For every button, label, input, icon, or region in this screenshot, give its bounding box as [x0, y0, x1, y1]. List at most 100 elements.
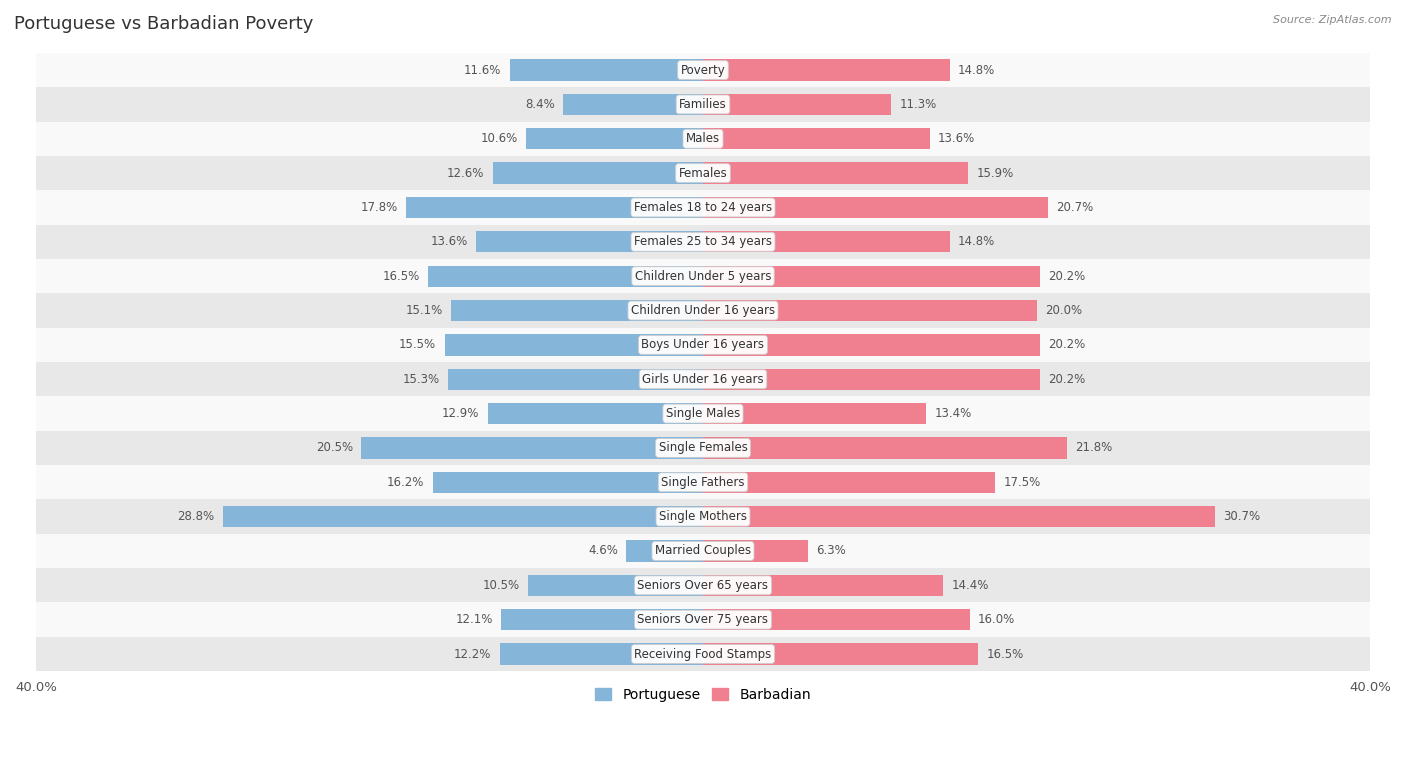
Text: Females 25 to 34 years: Females 25 to 34 years — [634, 235, 772, 249]
Bar — [703, 368, 1040, 390]
Bar — [406, 197, 703, 218]
Text: Boys Under 16 years: Boys Under 16 years — [641, 338, 765, 352]
Text: 28.8%: 28.8% — [177, 510, 214, 523]
Text: 16.0%: 16.0% — [979, 613, 1015, 626]
Text: 16.5%: 16.5% — [987, 647, 1024, 660]
Text: 16.5%: 16.5% — [382, 270, 419, 283]
Text: 20.7%: 20.7% — [1056, 201, 1094, 214]
Bar — [499, 644, 703, 665]
Text: Married Couples: Married Couples — [655, 544, 751, 557]
Bar — [703, 575, 943, 596]
Text: 20.2%: 20.2% — [1049, 373, 1085, 386]
Text: 11.3%: 11.3% — [900, 98, 936, 111]
Bar — [427, 265, 703, 287]
Bar — [501, 609, 703, 631]
Bar — [703, 59, 950, 80]
Bar — [449, 368, 703, 390]
Bar — [527, 575, 703, 596]
Bar — [37, 224, 1369, 259]
Text: 20.2%: 20.2% — [1049, 270, 1085, 283]
Bar — [444, 334, 703, 356]
Text: 14.8%: 14.8% — [957, 235, 995, 249]
Text: 15.3%: 15.3% — [402, 373, 440, 386]
Bar — [37, 603, 1369, 637]
Bar — [433, 471, 703, 493]
Bar — [37, 534, 1369, 568]
Text: 13.4%: 13.4% — [935, 407, 972, 420]
Bar — [37, 121, 1369, 156]
Text: 14.8%: 14.8% — [957, 64, 995, 77]
Text: 15.5%: 15.5% — [399, 338, 436, 352]
Text: Males: Males — [686, 133, 720, 146]
Bar — [37, 53, 1369, 87]
Bar — [562, 94, 703, 115]
Text: Single Females: Single Females — [658, 441, 748, 454]
Text: 15.9%: 15.9% — [977, 167, 1014, 180]
Text: 6.3%: 6.3% — [817, 544, 846, 557]
Bar — [222, 506, 703, 528]
Text: 8.4%: 8.4% — [524, 98, 554, 111]
Text: Source: ZipAtlas.com: Source: ZipAtlas.com — [1274, 15, 1392, 25]
Text: 12.6%: 12.6% — [447, 167, 485, 180]
Bar — [37, 259, 1369, 293]
Bar — [703, 437, 1067, 459]
Bar — [37, 293, 1369, 327]
Bar — [494, 162, 703, 183]
Bar — [37, 465, 1369, 500]
Text: 20.0%: 20.0% — [1045, 304, 1083, 317]
Bar — [703, 94, 891, 115]
Bar — [703, 128, 929, 149]
Text: 20.2%: 20.2% — [1049, 338, 1085, 352]
Bar — [703, 471, 995, 493]
Bar — [526, 128, 703, 149]
Bar — [37, 637, 1369, 671]
Text: 17.5%: 17.5% — [1002, 476, 1040, 489]
Text: 20.5%: 20.5% — [316, 441, 353, 454]
Text: Poverty: Poverty — [681, 64, 725, 77]
Bar — [703, 162, 969, 183]
Text: 12.1%: 12.1% — [456, 613, 494, 626]
Text: Single Fathers: Single Fathers — [661, 476, 745, 489]
Text: Children Under 5 years: Children Under 5 years — [634, 270, 772, 283]
Text: Females: Females — [679, 167, 727, 180]
Text: Portuguese vs Barbadian Poverty: Portuguese vs Barbadian Poverty — [14, 15, 314, 33]
Text: Receiving Food Stamps: Receiving Food Stamps — [634, 647, 772, 660]
Legend: Portuguese, Barbadian: Portuguese, Barbadian — [589, 682, 817, 707]
Text: Children Under 16 years: Children Under 16 years — [631, 304, 775, 317]
Text: Seniors Over 75 years: Seniors Over 75 years — [637, 613, 769, 626]
Bar — [37, 327, 1369, 362]
Text: 13.6%: 13.6% — [430, 235, 468, 249]
Text: 4.6%: 4.6% — [588, 544, 619, 557]
Text: 30.7%: 30.7% — [1223, 510, 1260, 523]
Bar — [37, 156, 1369, 190]
Bar — [37, 500, 1369, 534]
Text: 17.8%: 17.8% — [360, 201, 398, 214]
Text: Families: Families — [679, 98, 727, 111]
Text: Girls Under 16 years: Girls Under 16 years — [643, 373, 763, 386]
Text: 21.8%: 21.8% — [1076, 441, 1112, 454]
Text: Females 18 to 24 years: Females 18 to 24 years — [634, 201, 772, 214]
Text: Single Mothers: Single Mothers — [659, 510, 747, 523]
Text: 13.6%: 13.6% — [938, 133, 976, 146]
Bar — [703, 540, 808, 562]
Text: Seniors Over 65 years: Seniors Over 65 years — [637, 579, 769, 592]
Bar — [488, 403, 703, 424]
Bar — [703, 231, 950, 252]
Bar — [703, 644, 979, 665]
Text: 10.5%: 10.5% — [482, 579, 520, 592]
Text: 16.2%: 16.2% — [387, 476, 425, 489]
Text: 14.4%: 14.4% — [952, 579, 988, 592]
Text: 10.6%: 10.6% — [481, 133, 517, 146]
Bar — [703, 506, 1215, 528]
Bar — [37, 568, 1369, 603]
Bar — [703, 334, 1040, 356]
Bar — [509, 59, 703, 80]
Bar — [703, 609, 970, 631]
Bar — [37, 362, 1369, 396]
Text: 15.1%: 15.1% — [405, 304, 443, 317]
Bar — [37, 431, 1369, 465]
Bar — [703, 197, 1049, 218]
Bar — [361, 437, 703, 459]
Bar — [37, 396, 1369, 431]
Text: 11.6%: 11.6% — [464, 64, 501, 77]
